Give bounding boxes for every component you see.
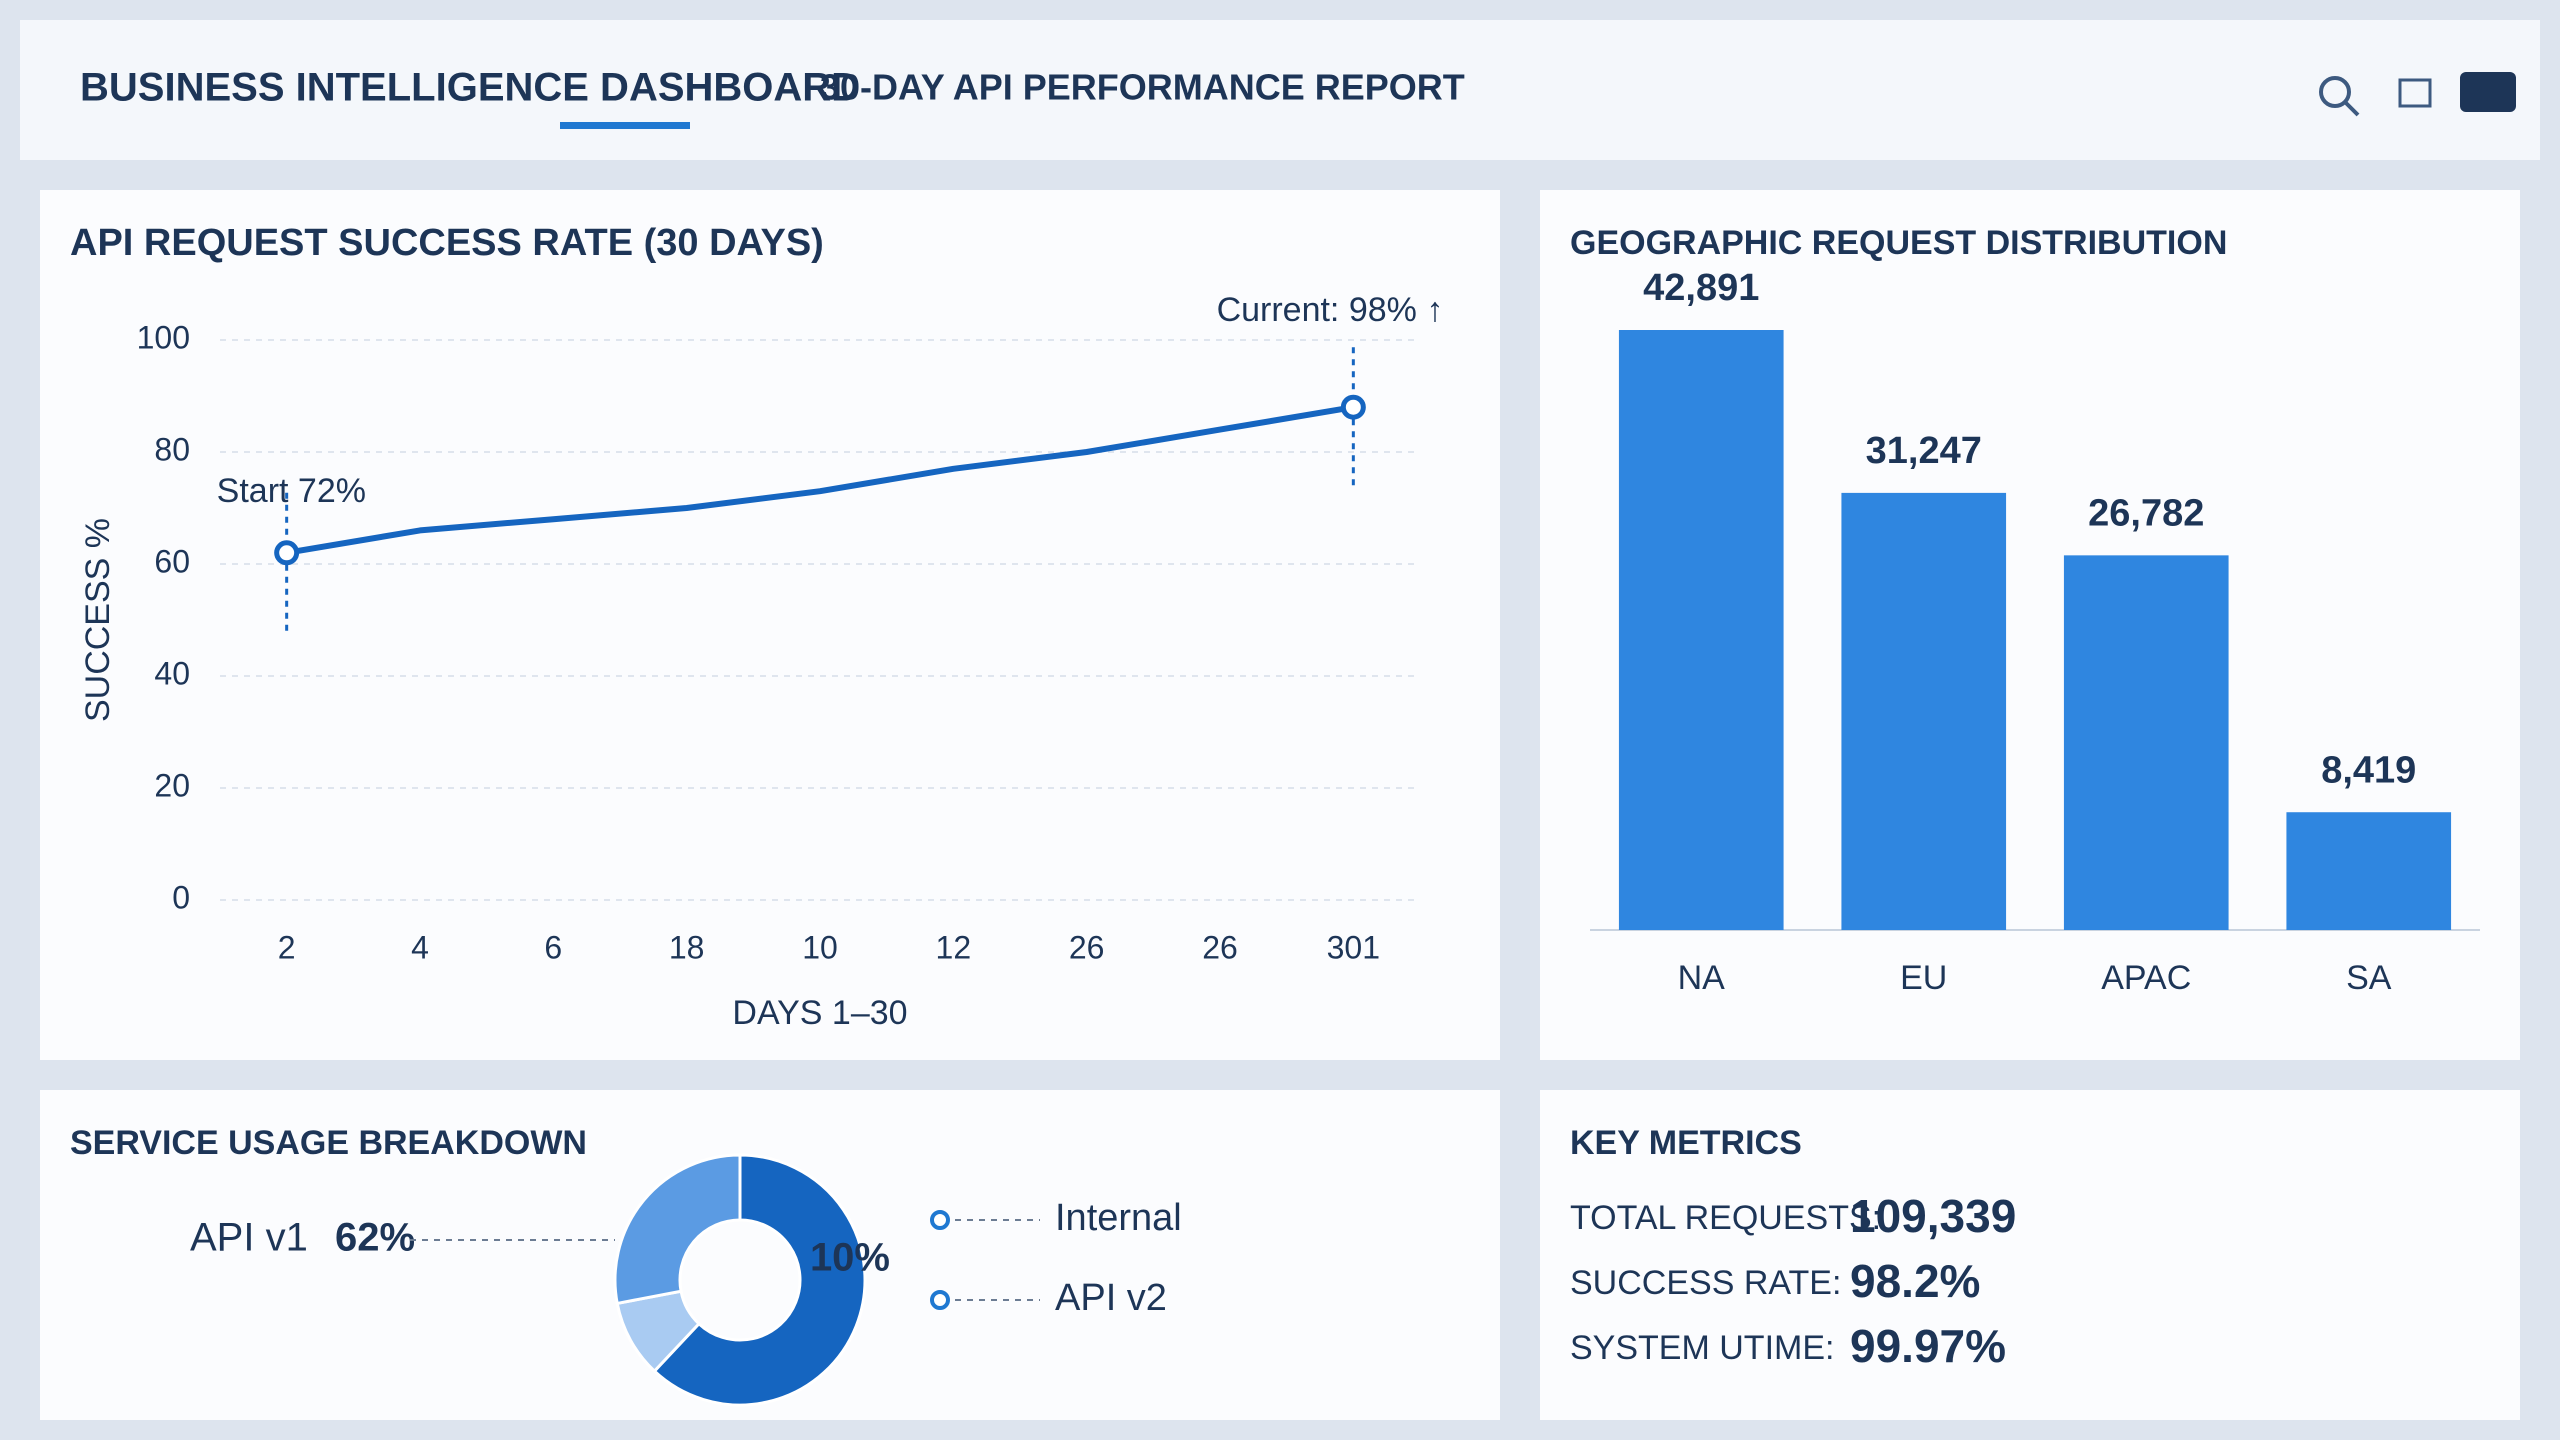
view-toggle[interactable]	[2460, 72, 2516, 112]
bar	[1618, 330, 1784, 930]
toolbar-icons[interactable]	[2319, 72, 2516, 117]
panel-line	[40, 190, 1500, 1060]
x-tick-label: 6	[544, 929, 562, 965]
value-label: 8,419	[2321, 749, 2416, 791]
header-subtitle: 30-DAY API PERFORMANCE REPORT	[820, 67, 1465, 108]
bar	[1841, 492, 2007, 930]
x-tick-label: 301	[1327, 929, 1380, 965]
x-tick-label: 10	[802, 929, 838, 965]
metrics-title: KEY METRICS	[1570, 1124, 1802, 1162]
bar	[2286, 812, 2452, 930]
x-tick-label: SA	[2346, 959, 2392, 997]
value-label: 42,891	[1643, 267, 1759, 309]
legend-dot	[930, 1210, 950, 1230]
y-tick-label: 0	[172, 879, 190, 915]
line-series	[286, 404, 1354, 556]
chart-title: API REQUEST SUCCESS RATE (30 DAYS)	[70, 222, 824, 264]
header-bar	[20, 20, 2540, 160]
y-tick-label: 60	[154, 543, 190, 579]
active-tab-underline	[560, 122, 690, 129]
x-tick-label: APAC	[2101, 959, 2191, 997]
annotation: Current: 98% ↑	[1217, 291, 1444, 329]
legend-label: API v1	[190, 1216, 308, 1260]
y-tick-label: 20	[154, 767, 190, 803]
header-title: BUSINESS INTELLIGENCE DASHBOARD	[80, 66, 860, 110]
metric-value: 109,339	[1850, 1190, 2016, 1242]
y-axis-label: SUCCESS %	[79, 518, 117, 722]
x-tick-label: NA	[1678, 959, 1726, 997]
value-label: 10%	[810, 1236, 890, 1280]
y-tick-label: 40	[154, 655, 190, 691]
value-label: 31,247	[1866, 430, 1982, 472]
annotation: Start 72%	[217, 472, 366, 510]
value-label: 62%	[335, 1216, 415, 1260]
x-tick-label: 2	[278, 929, 296, 965]
menu-icon[interactable]	[2398, 78, 2432, 108]
metric-value: 99.97%	[1850, 1320, 2006, 1372]
metric-label: SYSTEM UTIME:	[1570, 1329, 1834, 1367]
x-tick-label: EU	[1900, 959, 1947, 997]
legend-label: Internal	[1055, 1197, 1182, 1239]
search-icon[interactable]	[2319, 76, 2351, 108]
donut-slice	[652, 1153, 867, 1407]
x-tick-label: 26	[1069, 929, 1105, 965]
x-axis-label: DAYS 1–30	[732, 994, 907, 1032]
x-tick-label: 12	[936, 929, 972, 965]
legend-dot	[930, 1290, 950, 1310]
x-tick-label: 4	[411, 929, 429, 965]
x-tick-label: 26	[1202, 929, 1238, 965]
metric-label: TOTAL REQUESTS:	[1570, 1199, 1881, 1237]
y-tick-label: 80	[154, 431, 190, 467]
point	[1340, 394, 1366, 420]
legend-label: API v2	[1055, 1277, 1167, 1319]
panel-metrics	[1540, 1090, 2520, 1420]
point	[274, 540, 300, 566]
donut-slice	[613, 1153, 742, 1306]
chart-title: GEOGRAPHIC REQUEST DISTRIBUTION	[1570, 224, 2227, 262]
metric-value: 98.2%	[1850, 1255, 1980, 1307]
y-tick-label: 100	[137, 319, 190, 355]
charts: 0 20 40 60 80 100 2 4 6 18 10 12 26 26 301 DAYS 1–30 SUC…	[70, 222, 2480, 1407]
search-icon-handle	[2343, 100, 2360, 117]
chart-title: SERVICE USAGE BREAKDOWN	[70, 1124, 587, 1162]
x-tick-label: 18	[669, 929, 705, 965]
bar	[2063, 555, 2229, 930]
metric-label: SUCCESS RATE:	[1570, 1264, 1841, 1302]
value-label: 26,782	[2088, 492, 2204, 534]
